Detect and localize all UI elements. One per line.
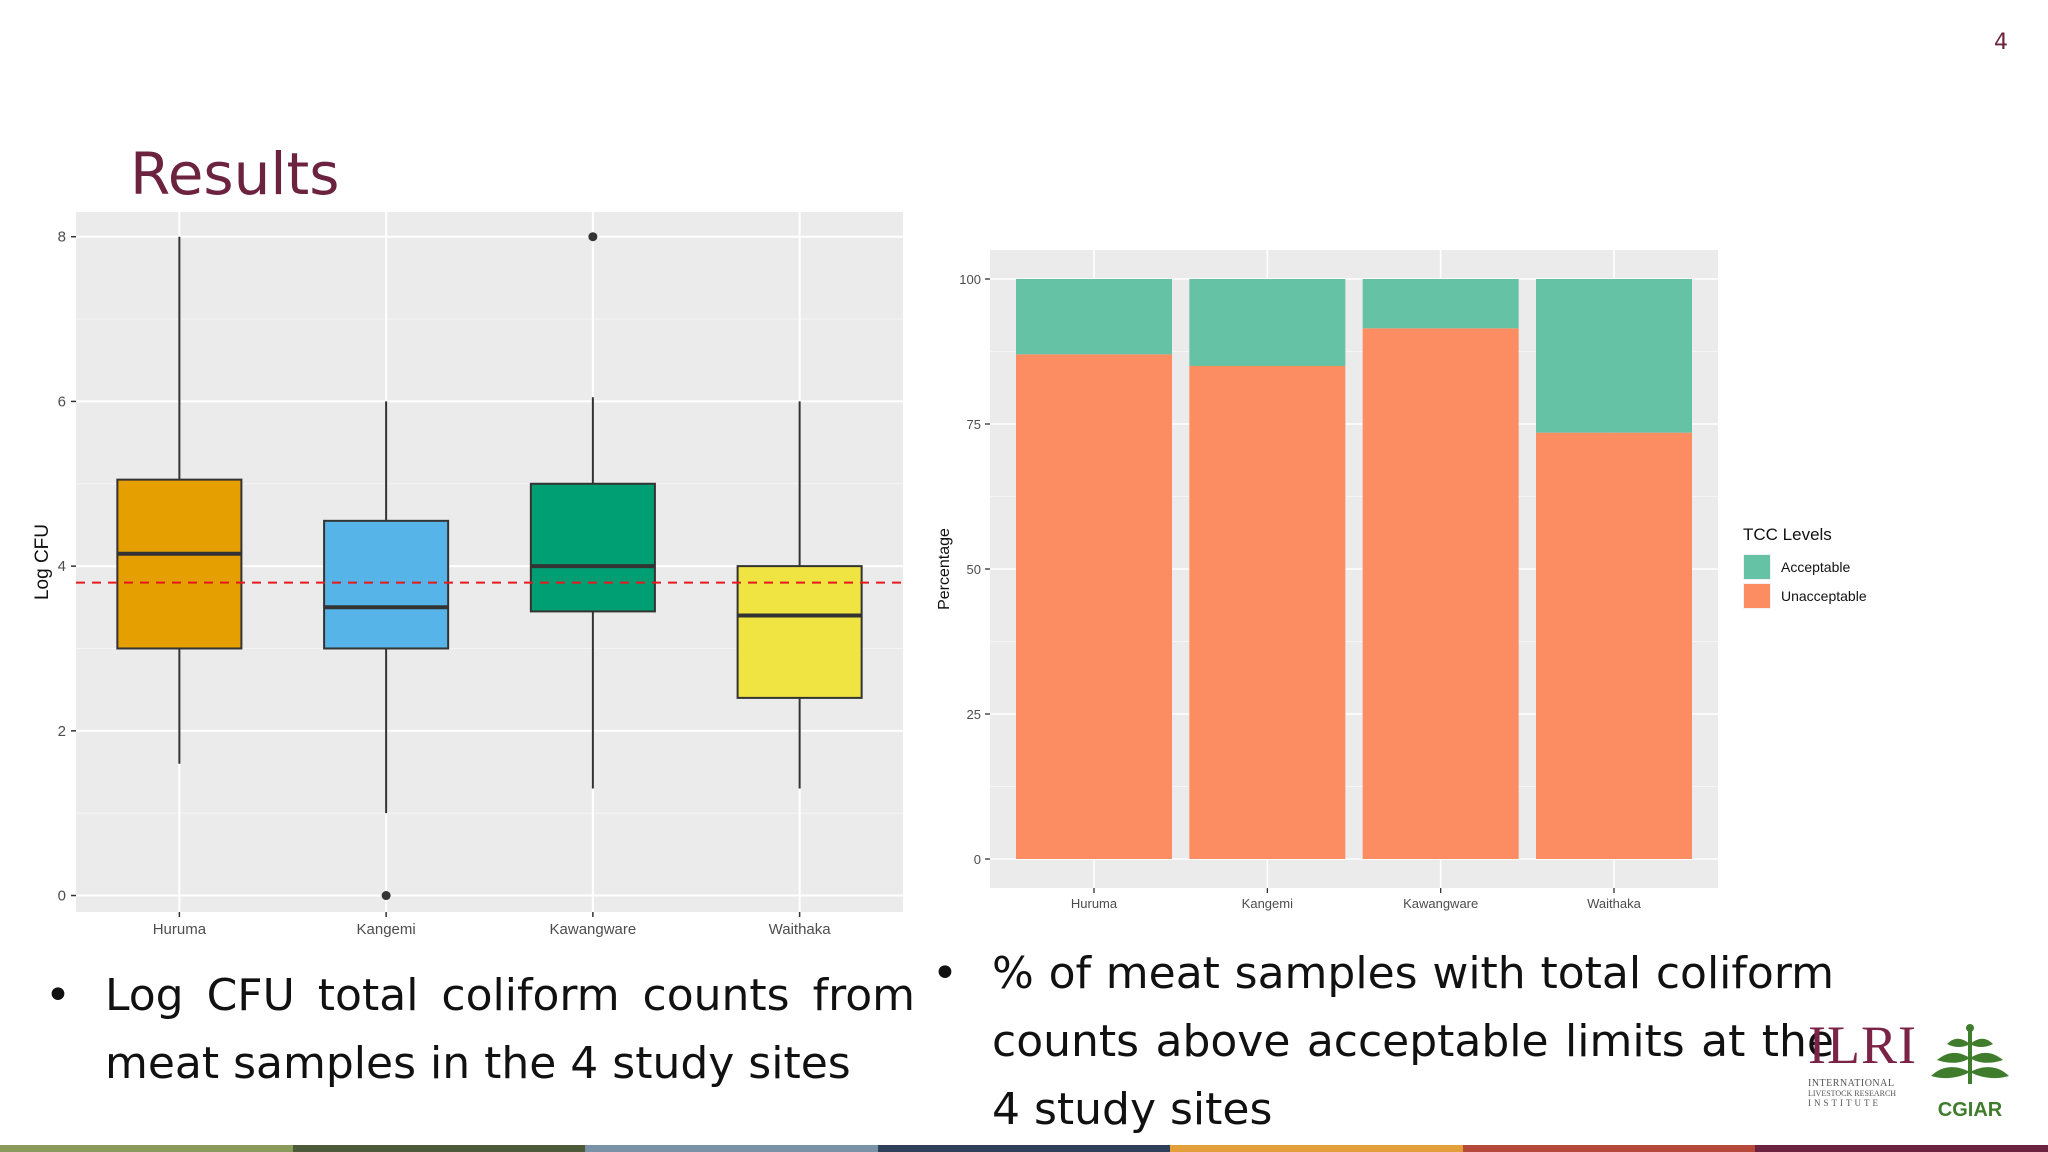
page-number: 4: [1994, 30, 2008, 55]
bottom-color-bar: [0, 1145, 2048, 1152]
cgiar-wheat-icon: [1931, 1024, 2009, 1084]
y-tick-label: 0: [58, 888, 66, 905]
bar-unacceptable-kangemi: [1189, 366, 1346, 859]
legend-key-acceptable: [1744, 555, 1770, 579]
y-tick-label: 8: [58, 229, 66, 246]
bottom-bar-segment: [0, 1145, 293, 1152]
bottom-bar-segment: [585, 1145, 878, 1152]
bottom-bar-segment: [1755, 1145, 2048, 1152]
cgiar-logo-text: CGIAR: [1937, 1099, 2003, 1121]
y-axis-label: Log CFU: [32, 524, 53, 600]
x-tick-label: Kangemi: [1242, 896, 1293, 911]
bullet-boxplot: • Log CFU total coliform counts from mea…: [45, 962, 915, 1102]
box-kawangware: [529, 482, 656, 613]
bullet-barchart: • % of meat samples with total coliform …: [932, 940, 1834, 1140]
bar-unacceptable-waithaka: [1536, 432, 1692, 859]
y-tick-label: 100: [959, 272, 981, 287]
ilri-logo-line2: LIVESTOCK RESEARCH: [1808, 1089, 1897, 1098]
box-kangemi: [323, 519, 450, 650]
ilri-logo-line1: INTERNATIONAL: [1808, 1078, 1895, 1089]
legend-label: Unacceptable: [1781, 588, 1867, 604]
bullet-marker: •: [45, 970, 71, 1021]
x-tick-label: Waithaka: [1587, 896, 1641, 911]
y-tick-label: 6: [58, 393, 66, 410]
box-huruma: [116, 478, 243, 650]
x-tick-label: Kawangware: [550, 921, 637, 938]
x-tick-label: Waithaka: [769, 921, 832, 938]
bar-unacceptable-kawangware: [1362, 328, 1519, 859]
bar-acceptable-kawangware: [1362, 279, 1519, 329]
stacked-bar-chart: 0 25 50 75 100 Percentage Huruma Kangemi Kawangw…: [936, 250, 1867, 911]
bottom-bar-segment: [1170, 1145, 1463, 1152]
bottom-bar-segment: [877, 1145, 1171, 1152]
y-tick-label: 2: [58, 723, 66, 740]
ilri-logo-title: ILRI: [1808, 1015, 1917, 1075]
y-tick-label: 50: [967, 562, 981, 577]
bottom-bar-segment: [292, 1145, 586, 1152]
cgiar-logo: CGIAR: [1925, 1022, 2015, 1122]
y-tick-label: 0: [974, 852, 981, 867]
box-waithaka: [736, 565, 863, 699]
ilri-logo-line3: INSTITUTE: [1808, 1098, 1881, 1108]
x-tick-label: Kangemi: [357, 921, 416, 938]
bar-unacceptable-huruma: [1016, 354, 1172, 859]
x-tick-label: Huruma: [153, 921, 207, 938]
bar-acceptable-huruma: [1016, 279, 1172, 355]
legend-key-unacceptable: [1744, 584, 1770, 608]
x-tick-label: Kawangware: [1403, 896, 1478, 911]
y-tick-label: 4: [58, 558, 66, 575]
outlier-point: [588, 232, 598, 242]
bullet-boxplot-text: Log CFU total coliform counts from meat …: [105, 970, 915, 1089]
bar-acceptable-waithaka: [1536, 279, 1692, 433]
x-tick-label: Huruma: [1071, 896, 1118, 911]
bullet-barchart-text: % of meat samples with total coliform co…: [992, 948, 1834, 1135]
y-axis-label: Percentage: [936, 528, 953, 610]
bullet-marker: •: [932, 948, 958, 999]
slide-title: Results: [130, 140, 340, 208]
outlier-point: [381, 891, 391, 901]
y-tick-label: 75: [967, 417, 981, 432]
bar-acceptable-kangemi: [1189, 279, 1346, 366]
legend-label: Acceptable: [1781, 559, 1850, 575]
y-tick-label: 25: [967, 707, 981, 722]
boxplot-chart: 0 2 4 6 8 Log CFU Huruma Kangemi Kawangware Waith…: [32, 212, 903, 938]
bottom-bar-segment: [1462, 1145, 1756, 1152]
legend-title: TCC Levels: [1743, 525, 1832, 544]
ilri-logo: ILRI INTERNATIONAL LIVESTOCK RESEARCH IN…: [1808, 1015, 1917, 1118]
